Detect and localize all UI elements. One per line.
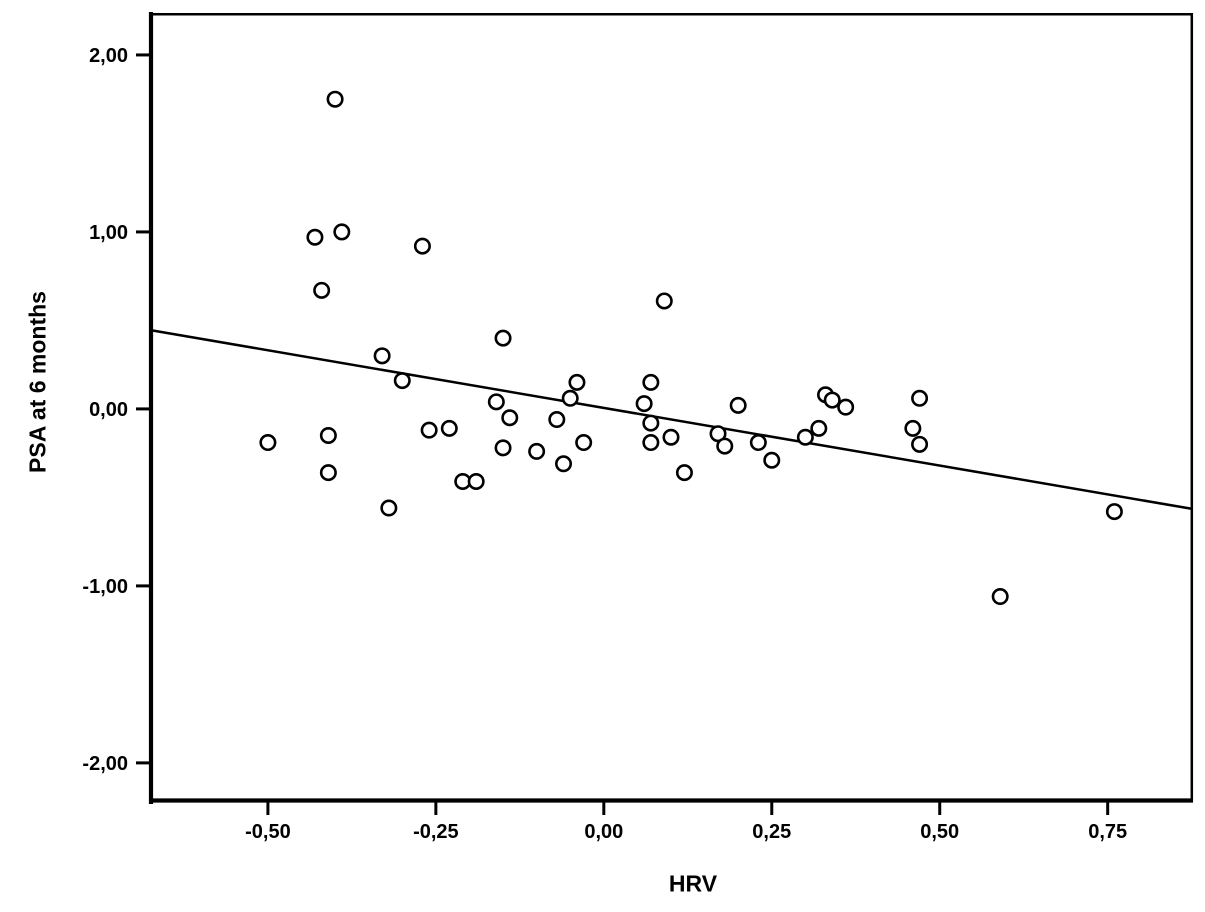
x-tick-label: -0,50 <box>245 821 291 843</box>
data-point <box>837 398 855 416</box>
data-point <box>575 434 593 452</box>
data-point <box>494 329 512 347</box>
data-point <box>494 439 512 457</box>
data-point <box>642 373 660 391</box>
y-tick-label: 1,00 <box>89 222 128 244</box>
data-point <box>796 428 814 446</box>
x-axis-title: HRV <box>668 870 718 897</box>
data-point <box>467 472 485 490</box>
y-axis-title: PSA at 6 months <box>24 291 51 473</box>
data-point <box>991 588 1009 606</box>
data-point <box>716 437 734 455</box>
data-point <box>487 393 505 411</box>
data-point <box>904 419 922 437</box>
data-point <box>1105 503 1123 521</box>
data-point <box>810 419 828 437</box>
data-point <box>420 421 438 439</box>
data-point <box>662 428 680 446</box>
x-tick-label: -0,25 <box>413 821 459 843</box>
data-point <box>319 426 337 444</box>
data-point <box>561 389 579 407</box>
data-point <box>306 228 324 246</box>
y-tick-label: 2,00 <box>89 45 128 67</box>
data-point <box>440 419 458 437</box>
data-point <box>501 409 519 427</box>
data-point <box>319 464 337 482</box>
x-tick-label: 0,00 <box>584 821 623 843</box>
x-tick-label: 0,25 <box>752 821 791 843</box>
data-point <box>259 434 277 452</box>
data-point <box>333 223 351 241</box>
data-point <box>823 391 841 409</box>
data-point <box>555 455 573 473</box>
y-tick-label: 0,00 <box>89 399 128 421</box>
data-point <box>911 435 929 453</box>
data-point <box>729 396 747 414</box>
data-point <box>655 292 673 310</box>
data-point <box>548 411 566 429</box>
data-point <box>380 499 398 517</box>
data-point <box>642 414 660 432</box>
data-point <box>313 281 331 299</box>
y-tick-label: -1,00 <box>82 576 128 598</box>
x-tick-label: 0,75 <box>1088 821 1127 843</box>
data-point <box>568 373 586 391</box>
data-point <box>373 347 391 365</box>
data-point <box>413 237 431 255</box>
data-point <box>393 372 411 390</box>
data-point <box>749 434 767 452</box>
data-point <box>763 451 781 469</box>
data-point <box>911 389 929 407</box>
x-tick-label: 0,50 <box>920 821 959 843</box>
data-point <box>642 434 660 452</box>
y-tick-label: -2,00 <box>82 753 128 775</box>
data-point <box>675 464 693 482</box>
data-point <box>528 442 546 460</box>
data-point <box>635 395 653 413</box>
regression-line <box>149 328 1193 511</box>
data-point <box>326 90 344 108</box>
